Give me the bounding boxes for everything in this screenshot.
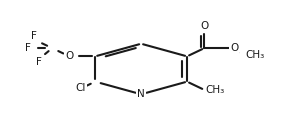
Text: Cl: Cl [76, 83, 86, 93]
Text: F: F [36, 57, 41, 67]
Text: CH₃: CH₃ [245, 50, 264, 60]
Text: O: O [230, 43, 238, 53]
Text: O: O [200, 21, 209, 31]
Text: CH₃: CH₃ [206, 85, 225, 95]
Text: F: F [31, 31, 37, 41]
Text: O: O [65, 51, 73, 61]
Text: N: N [137, 89, 145, 99]
Text: F: F [25, 43, 31, 53]
